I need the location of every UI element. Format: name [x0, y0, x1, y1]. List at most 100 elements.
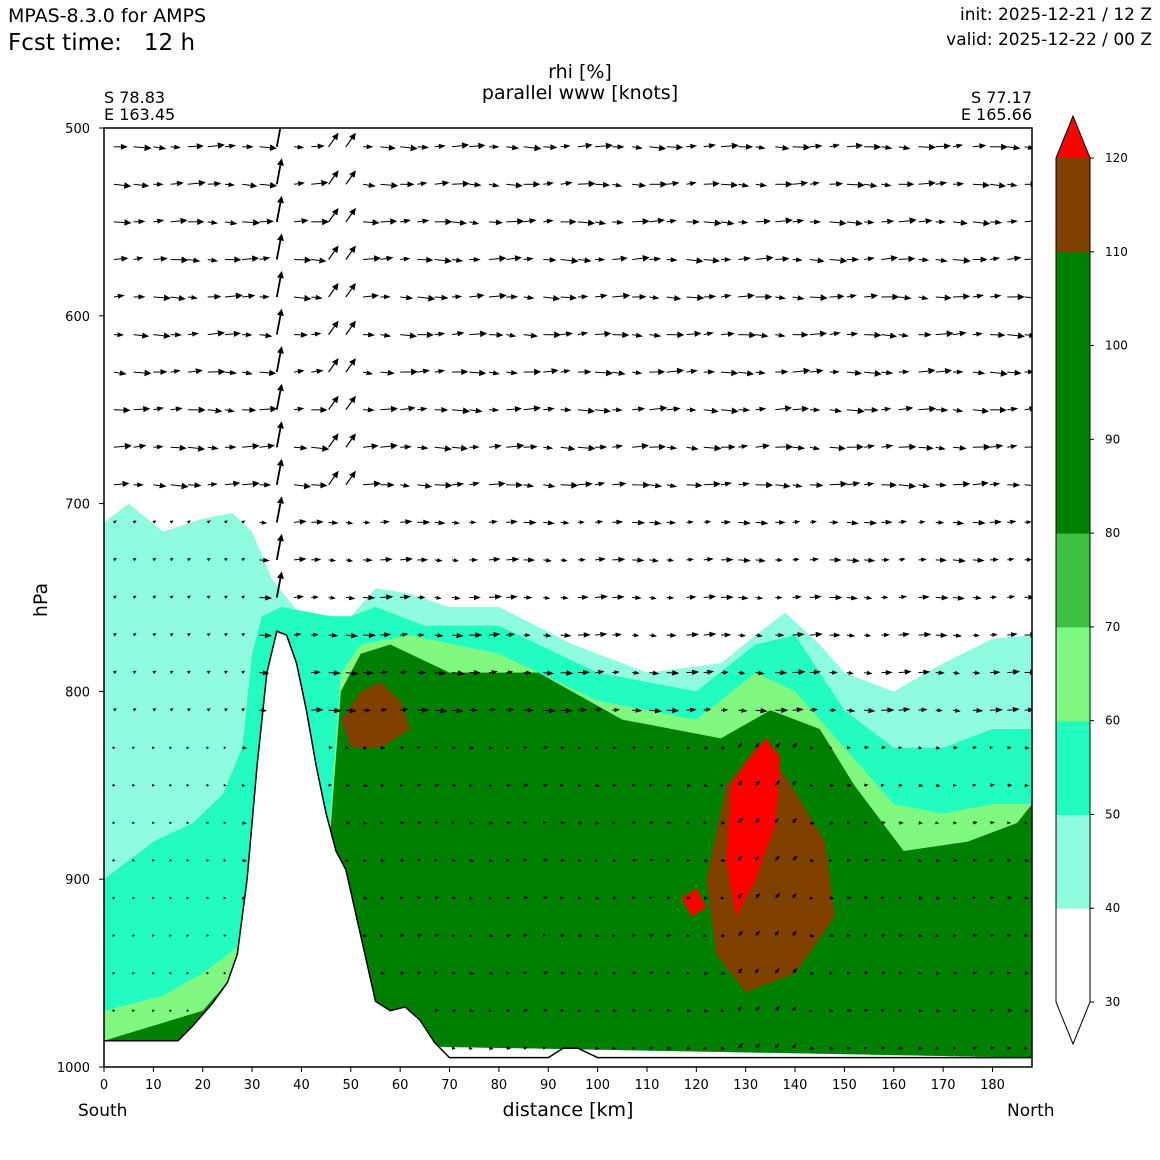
wind-vector-11-16 [400, 556, 413, 563]
wind-vector-10-37 [775, 520, 786, 525]
wind-vector-21-28-head [612, 933, 616, 938]
wind-vector-17-36-shaft [755, 783, 758, 786]
wind-vector-2-24 [543, 218, 554, 224]
wind-vector-5-36-shaft [755, 334, 762, 336]
wind-vector-17-21-head [488, 783, 493, 787]
wind-vector-11-4 [187, 557, 191, 562]
wind-vector-15-4 [187, 708, 191, 712]
wind-vector-3-19-shaft [451, 259, 457, 261]
wind-vector-13-20 [469, 632, 483, 638]
wind-vector-21-29 [632, 933, 637, 938]
wind-vector-12-12-head [330, 595, 336, 600]
wind-vector-3-32-shaft [686, 259, 697, 262]
wind-vector-20-32-head [687, 896, 692, 900]
wind-vector-4-20 [469, 293, 485, 299]
wind-vector-16-19-head [452, 746, 457, 750]
wind-vector-4-3 [170, 295, 186, 302]
wind-vector-6-29 [632, 370, 643, 375]
wind-vector-6-46-head [944, 368, 953, 375]
wind-vector-19-35 [737, 855, 743, 861]
wind-vector-19-38-head [792, 855, 798, 861]
wind-vector-2-6-head [230, 220, 238, 226]
wind-vector-19-27 [594, 858, 599, 862]
wind-vector-15-42 [864, 708, 876, 714]
wind-vector-21-18-head [435, 933, 440, 938]
wind-vector-18-49-head [990, 821, 995, 825]
wind-vector-21-32 [686, 933, 691, 938]
wind-vector-5-11-shaft [311, 333, 315, 336]
wind-vector-6-14-head [366, 370, 374, 376]
wind-vector-4-26 [577, 294, 589, 300]
wind-vector-15-24-shaft [543, 709, 550, 712]
wind-vector-19-28 [612, 858, 617, 863]
wind-vector-11-13-head [347, 558, 354, 563]
wind-vector-1-40-head [836, 181, 844, 187]
wind-vector-1-24-shaft [543, 183, 548, 185]
wind-vector-14-20-head [473, 670, 481, 676]
wind-vector-1-13-head [349, 170, 356, 178]
wind-vector-21-29-head [632, 933, 637, 938]
wind-vector-5-17 [417, 331, 434, 338]
wind-vector-14-18-head [439, 670, 447, 676]
wind-vector-13-21-shaft [488, 634, 494, 636]
wind-vector-17-21 [488, 783, 493, 787]
wind-vector-9-6 [224, 480, 241, 487]
wind-vector-5-12 [328, 320, 339, 335]
wind-vector-10-51-head [1026, 520, 1032, 525]
wind-vector-16-39 [809, 746, 815, 750]
wind-vector-24-39-head [810, 1046, 815, 1051]
wind-vector-1-37 [775, 181, 793, 188]
wind-vector-12-24-head [544, 595, 551, 600]
wind-vector-13-44-shaft [898, 634, 904, 636]
wind-vector-1-28 [612, 182, 623, 188]
wind-vector-4-17 [417, 294, 436, 302]
wind-vector-4-47 [952, 293, 971, 300]
wind-vector-1-44 [898, 181, 915, 188]
wind-vector-4-11-head [315, 294, 323, 300]
wind-vector-8-31 [666, 445, 678, 451]
wind-vector-1-48-head [982, 181, 990, 189]
wind-vector-18-25-head [561, 821, 566, 825]
wind-vector-6-47 [952, 369, 964, 375]
wind-vector-15-26-head [581, 707, 588, 713]
wind-vector-13-21-head [493, 632, 501, 638]
wind-vector-0-51-shaft [1024, 146, 1029, 148]
wind-vector-1-41 [846, 181, 865, 189]
wind-vector-7-13 [345, 395, 356, 411]
wind-vector-1-3 [170, 180, 184, 187]
wind-vector-2-12 [328, 207, 339, 223]
wind-vector-22-30-head [649, 971, 655, 975]
wind-vector-14-8-head [262, 670, 270, 676]
wind-vector-13-37 [775, 632, 785, 638]
wind-vector-12-0 [113, 595, 117, 599]
wind-vector-1-42-head [870, 182, 878, 189]
wind-vector-5-45 [918, 331, 932, 338]
wind-vector-15-34 [720, 708, 729, 713]
wind-vector-23-27 [595, 1009, 600, 1013]
wind-vector-13-6-head [224, 633, 228, 637]
wind-vector-6-50-head [1014, 369, 1022, 376]
wind-vector-9-12-shaft [328, 476, 335, 486]
wind-vector-24-34-head [721, 1046, 726, 1050]
wind-vector-7-15-shaft [380, 408, 392, 411]
wind-vector-17-26 [577, 783, 583, 787]
wind-vector-19-22-head [506, 858, 510, 862]
wind-vector-3-24 [543, 257, 557, 263]
wind-vector-17-37 [774, 780, 781, 786]
wind-vector-4-39 [809, 294, 828, 301]
wind-vector-0-37-shaft [775, 146, 783, 149]
wind-vector-22-38 [792, 968, 798, 974]
wind-vector-9-14-head [373, 480, 382, 488]
wind-vector-7-0 [113, 406, 131, 414]
chart-title-line1: rhi [%] [548, 61, 612, 83]
wind-vector-8-40-shaft [829, 446, 839, 449]
wind-vector-0-50-head [1013, 144, 1021, 151]
wind-vector-23-19 [452, 1008, 457, 1013]
wind-vector-4-23-shaft [523, 296, 528, 298]
wind-vector-16-12 [328, 746, 333, 750]
wind-vector-8-2-head [156, 444, 164, 450]
wind-vector-1-38-shaft [792, 183, 802, 185]
wind-vector-10-36-shaft [755, 521, 762, 524]
wind-vector-11-20 [469, 557, 479, 563]
wind-vector-23-48 [972, 1009, 976, 1013]
